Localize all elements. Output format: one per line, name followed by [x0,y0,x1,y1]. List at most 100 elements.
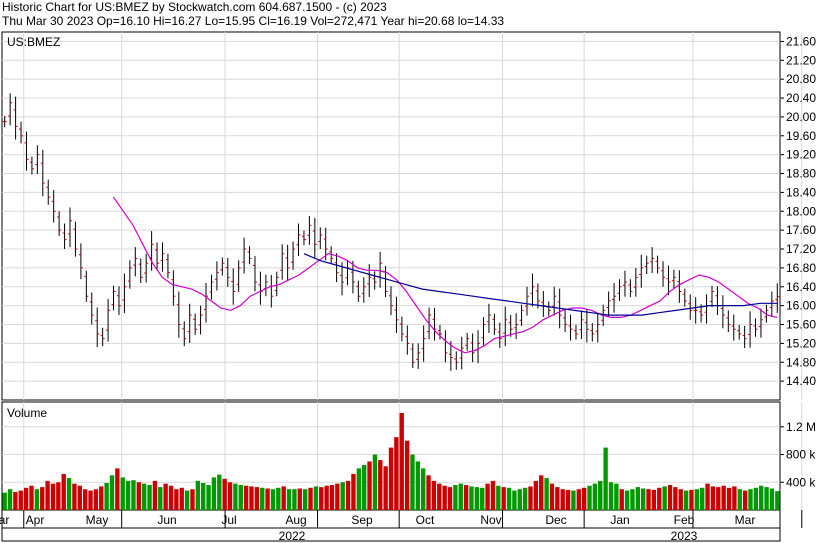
volume-bar [351,473,356,510]
month-label: Dec [545,513,566,527]
volume-bar [222,478,227,510]
price-tick-label: 15.20 [786,336,816,350]
volume-bar [447,487,453,510]
price-tick-label: 16.40 [786,280,816,294]
price-tick-label: 19.60 [786,129,816,143]
volume-bar [367,461,372,510]
price-panel-frame [1,31,781,401]
volume-bar [769,488,775,510]
volume-bar [217,474,222,510]
month-axis-frame [1,509,781,529]
volume-bar [211,477,217,510]
volume-bar [260,487,265,510]
volume-bar [619,489,624,510]
volume-bar [506,487,512,510]
moving-average-short-line [113,196,778,354]
volume-bar [233,483,238,510]
volume-bar [571,490,576,510]
volume-bar [748,489,753,510]
volume-bar [109,475,115,510]
month-label: Feb [674,513,695,527]
volume-bar [426,475,431,510]
volume-bar [603,447,608,510]
volume-bar [716,487,721,510]
volume-bar [501,487,506,510]
price-tick-label: 18.40 [786,185,816,199]
year-axis-frame [1,527,781,542]
volume-bar [657,487,662,510]
volume-bar [640,488,646,510]
volume-bar [710,486,716,510]
price-tick-label: 21.20 [786,53,816,67]
volume-tick-label: 800 k [786,448,816,462]
volume-bar [104,482,109,510]
volume-bar [480,487,485,510]
volume-bar [82,489,88,510]
volume-bar [598,480,603,510]
volume-bar [249,486,254,510]
volume-bar [678,489,683,510]
volume-bar [528,486,533,510]
volume-bar [410,454,415,510]
volume-bar [329,485,335,510]
volume-bar [238,485,243,510]
volume-bar [721,485,726,510]
volume-bar [50,483,56,510]
volume-bar [99,486,104,510]
volume-bar [174,489,179,510]
volume-bar [23,487,29,510]
volume-bar [485,483,490,510]
volume-bar [667,485,673,510]
price-tick-label: 19.20 [786,148,816,162]
volume-bar [592,483,598,510]
volume-bar [732,486,737,510]
price-tick-label: 14.40 [786,374,816,388]
volume-bar [125,480,131,510]
volume-bar [560,489,565,510]
volume-bar [281,486,286,510]
volume-bar [635,487,640,510]
price-tick-label: 18.00 [786,204,816,218]
volume-bar [13,491,18,510]
month-label: Apr [26,513,45,527]
volume-bar [565,489,571,510]
month-label: May [86,513,109,527]
price-tick-label: 20.80 [786,72,816,86]
year-label: 2023 [671,529,698,543]
volume-bar [673,487,678,510]
volume-bar [292,489,297,510]
month-label: Jan [610,513,629,527]
volume-bar [77,485,82,510]
year-label: 2022 [279,529,306,543]
volume-bar [66,478,72,510]
volume-bar [7,489,13,510]
price-tick-label: 18.80 [786,167,816,181]
volume-bar [662,486,667,510]
volume-bar [88,490,93,510]
volume-bar [651,489,657,510]
month-label: Jul [221,513,236,527]
volume-bar [136,482,142,510]
price-tick-label: 20.40 [786,91,816,105]
volume-bar [705,483,710,510]
volume-bar [775,491,780,510]
volume-bar [184,490,190,510]
volume-bar [700,487,705,510]
volume-bar [608,482,614,510]
volume-bar [18,490,23,510]
month-label: Sep [351,513,373,527]
volume-bar [201,482,206,510]
volume-bar [646,489,651,510]
volume-bar [56,482,61,510]
volume-bar [742,490,748,510]
volume-bar [614,483,619,510]
volume-bar [72,483,77,510]
volume-bar [254,487,260,510]
header-title: Historic Chart for US:BMEZ by Stockwatch… [2,0,387,14]
volume-label: Volume [7,406,47,420]
volume-bar [474,487,480,510]
volume-bar [152,480,158,510]
volume-bar [158,487,163,510]
volume-bar [517,489,522,510]
